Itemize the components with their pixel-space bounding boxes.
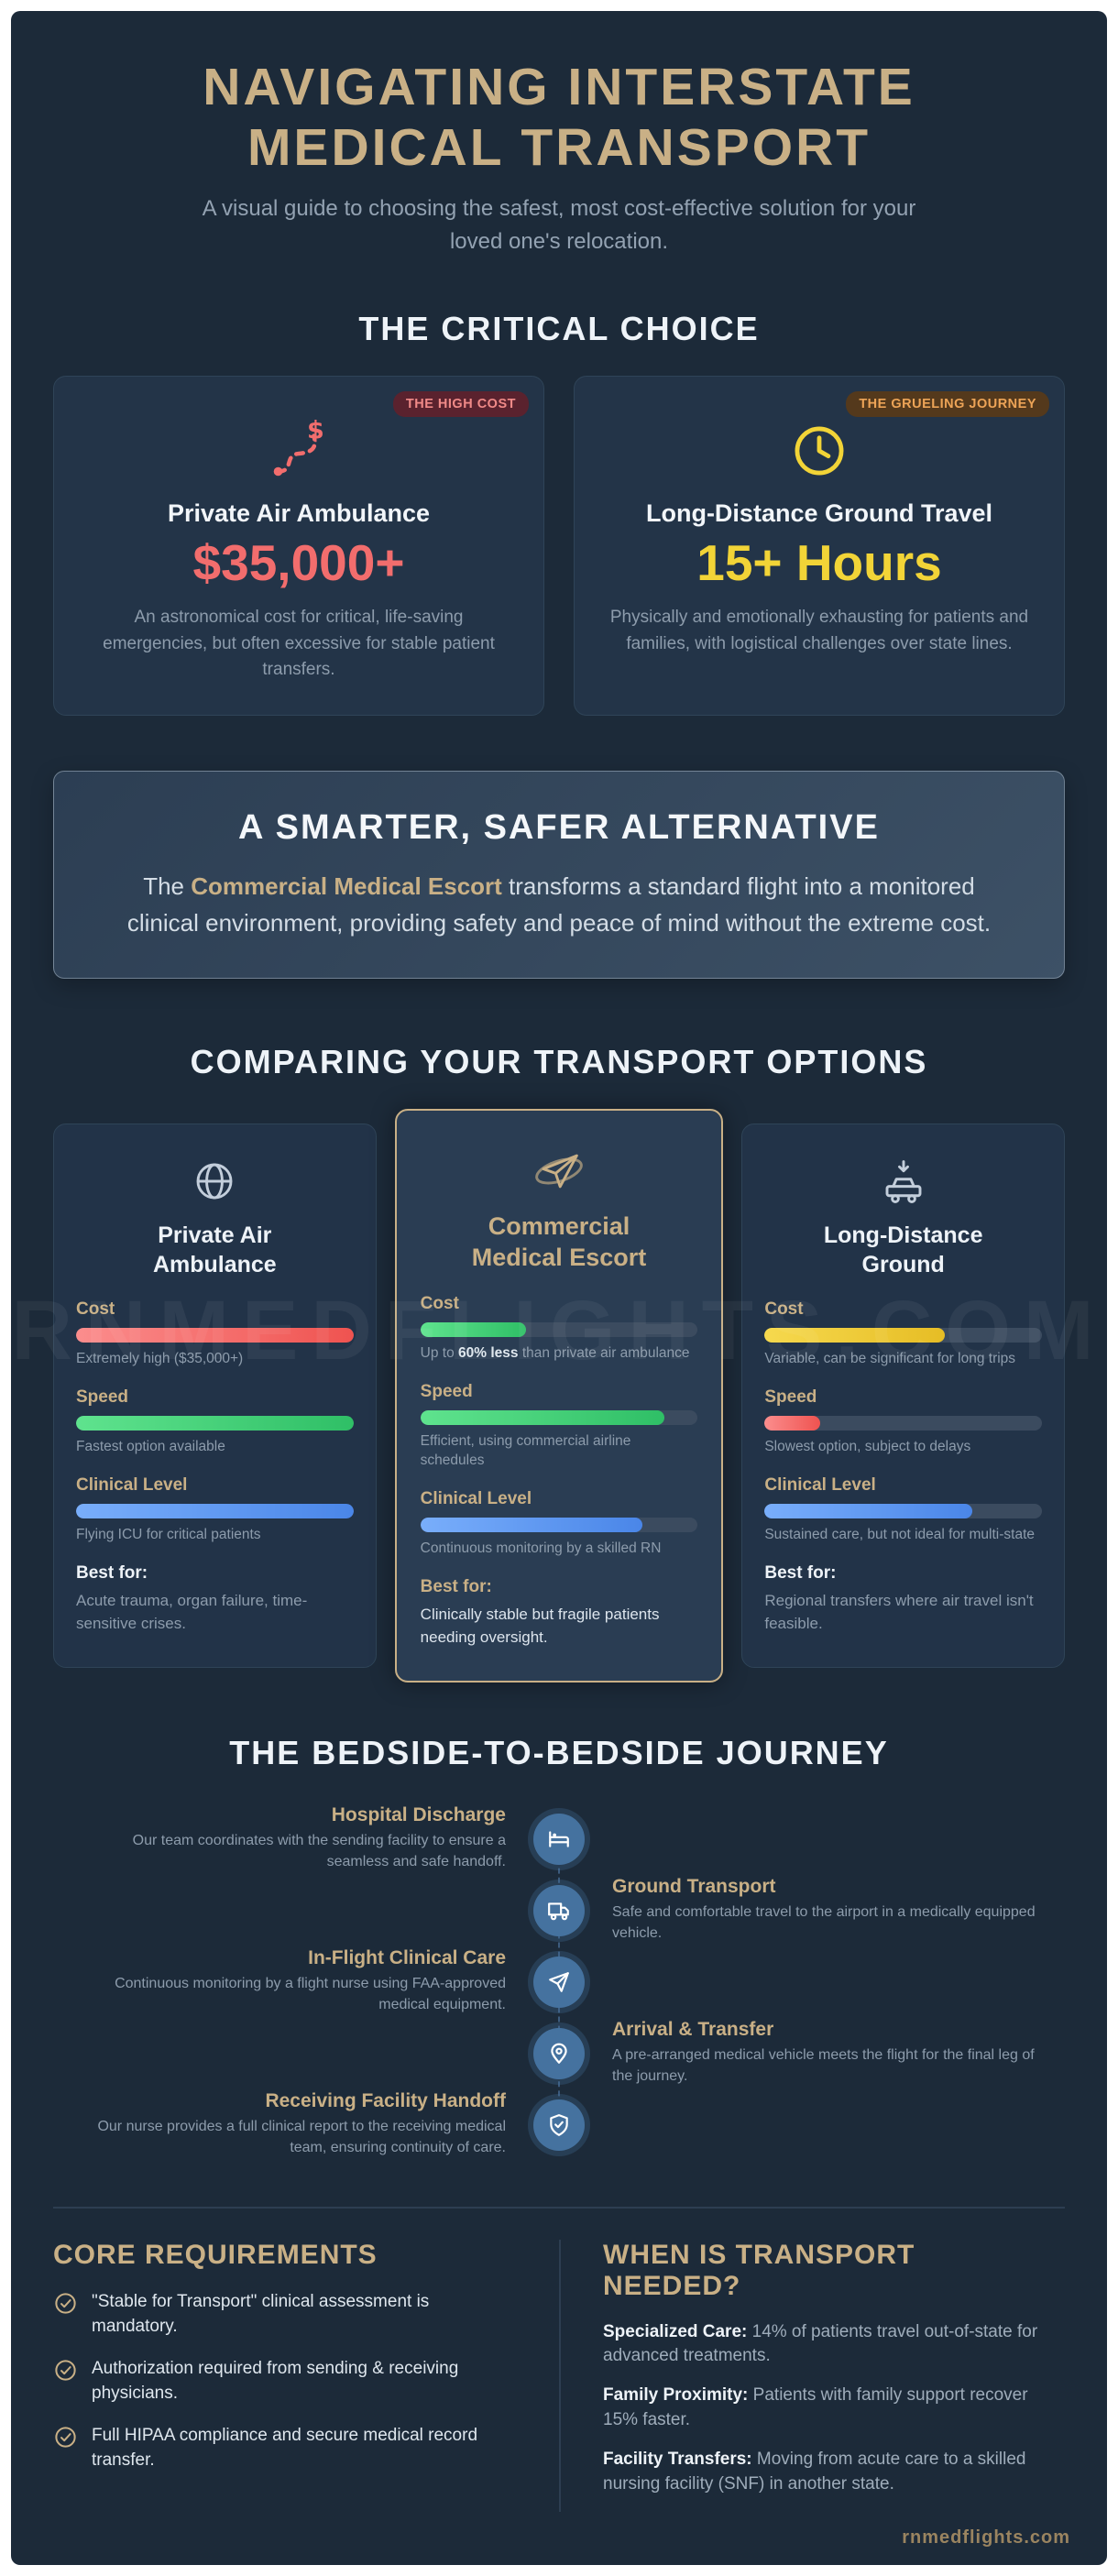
- when-needed-heading: WHEN IS TRANSPORT NEEDED?: [603, 2239, 915, 2301]
- critical-choice-heading: THE CRITICAL CHOICE: [358, 310, 760, 348]
- clinical-bar: [76, 1503, 354, 1518]
- core-requirements: CORE REQUIREMENTS "Stable for Transport"…: [53, 2240, 559, 2513]
- card-description: An astronomical cost for critical, life-…: [103, 608, 495, 680]
- escort-plane-icon: [421, 1142, 698, 1200]
- metric-clinical: Clinical Level Continuous monitoring by …: [420, 1489, 698, 1559]
- alternative-heading: A SMARTER, SAFER ALTERNATIVE: [238, 807, 880, 847]
- when-needed-item: Specialized Care: 14% of patients travel…: [603, 2321, 1038, 2366]
- step-description: Continuous monitoring by a flight nurse …: [115, 1976, 506, 2012]
- metric-clinical: Clinical Level Flying ICU for critical p…: [76, 1475, 354, 1545]
- cost-bar: [420, 1321, 698, 1337]
- journey-heading: THE BEDSIDE-TO-BEDSIDE JOURNEY: [229, 1733, 889, 1771]
- svg-text:$: $: [307, 418, 324, 445]
- pin-icon: [533, 2027, 585, 2079]
- dollar-route-icon: $: [82, 415, 516, 487]
- alternative-callout: A SMARTER, SAFER ALTERNATIVE The Commerc…: [53, 770, 1065, 980]
- bed-icon: [533, 1813, 585, 1865]
- card-title: Private Air Ambulance: [167, 499, 431, 528]
- best-for-label: Best for:: [764, 1562, 837, 1583]
- metric-clinical: Clinical Level Sustained care, but not i…: [764, 1475, 1043, 1545]
- globe-icon: [76, 1152, 354, 1211]
- clinical-bar: [420, 1517, 698, 1532]
- comparison-card-ground: Long-Distance Ground Cost Variable, can …: [741, 1124, 1066, 1668]
- comparison-section: COMPARING YOUR TRANSPORT OPTIONS RNMEDFL…: [11, 1043, 1107, 1683]
- check-circle-icon: [53, 2291, 78, 2316]
- comparison-card-title: Long-Distance Ground: [823, 1222, 983, 1277]
- air-ambulance-cost-value: $35,000+: [192, 534, 405, 592]
- step-title: Receiving Facility Handoff: [265, 2090, 506, 2112]
- requirement-item: "Stable for Transport" clinical assessme…: [53, 2289, 517, 2340]
- high-cost-badge: THE HIGH COST: [392, 391, 529, 418]
- metric-speed: Speed Efficient, using commercial airlin…: [420, 1382, 698, 1471]
- comparison-card-title: Private Air Ambulance: [152, 1222, 277, 1277]
- comparison-heading: COMPARING YOUR TRANSPORT OPTIONS: [190, 1043, 928, 1081]
- best-for-label: Best for:: [76, 1562, 148, 1583]
- clock-icon: [602, 415, 1036, 487]
- page-title: NAVIGATING INTERSTATE MEDICAL TRANSPORT: [11, 57, 1107, 178]
- journey-step-arrival-transfer: Arrival & Transfer A pre-arranged medica…: [53, 2018, 1065, 2089]
- best-for-label: Best for:: [420, 1576, 492, 1596]
- title-line-1: NAVIGATING INTERSTATE: [203, 58, 915, 116]
- speed-bar: [764, 1415, 1043, 1431]
- card-title: Long-Distance Ground Travel: [645, 499, 993, 528]
- speed-bar: [420, 1409, 698, 1425]
- journey-step-inflight-care: In-Flight Clinical Care Continuous monit…: [53, 1946, 1065, 2018]
- car-arrival-icon: [764, 1152, 1042, 1211]
- cost-bar: [764, 1327, 1043, 1343]
- header: NAVIGATING INTERSTATE MEDICAL TRANSPORT …: [11, 11, 1107, 258]
- private-air-cost-card: THE HIGH COST $ Private Air Ambulance $3…: [53, 376, 544, 716]
- journey-step-receiving-handoff: Receiving Facility Handoff Our nurse pro…: [53, 2089, 1065, 2161]
- requirement-item: Full HIPAA compliance and secure medical…: [53, 2423, 517, 2473]
- step-description: A pre-arranged medical vehicle meets the…: [612, 2047, 1035, 2084]
- metric-speed: Speed Fastest option available: [76, 1387, 354, 1457]
- speed-bar: [76, 1415, 354, 1431]
- journey-step-ground-transport: Ground Transport Safe and comfortable tr…: [53, 1875, 1065, 1946]
- shield-check-icon: [533, 2099, 585, 2151]
- comparison-cards: Private Air Ambulance Cost Extremely hig…: [53, 1109, 1066, 1683]
- metric-cost: Cost Extremely high ($35,000+): [76, 1299, 354, 1369]
- requirement-item: Authorization required from sending & re…: [53, 2356, 517, 2406]
- critical-choice-cards: THE HIGH COST $ Private Air Ambulance $3…: [53, 376, 1065, 716]
- clinical-bar: [764, 1503, 1043, 1518]
- check-circle-icon: [53, 2425, 78, 2450]
- step-title: Ground Transport: [612, 1876, 776, 1898]
- ground-travel-card: THE GRUELING JOURNEY Long-Distance Groun…: [574, 376, 1065, 716]
- site-watermark: rnmedflights.com: [902, 2527, 1070, 2548]
- metric-speed: Speed Slowest option, subject to delays: [764, 1387, 1043, 1457]
- journey-timeline: Hospital Discharge Our team coordinates …: [53, 1798, 1065, 2166]
- ground-travel-hours-value: 15+ Hours: [696, 534, 942, 592]
- cost-bar: [76, 1327, 354, 1343]
- step-description: Safe and comfortable travel to the airpo…: [612, 1904, 1036, 1941]
- title-line-2: MEDICAL TRANSPORT: [247, 118, 871, 178]
- metric-cost: Cost Variable, can be significant for lo…: [764, 1299, 1043, 1369]
- comparison-card-title: Commercial Medical Escort: [471, 1212, 647, 1272]
- step-description: Our team coordinates with the sending fa…: [132, 1833, 506, 1869]
- vehicle-icon: [533, 1884, 585, 1936]
- bottom-section: CORE REQUIREMENTS "Stable for Transport"…: [53, 2206, 1065, 2513]
- best-for-text: Regional transfers where air travel isn'…: [764, 1591, 1034, 1633]
- journey-step-hospital-discharge: Hospital Discharge Our team coordinates …: [53, 1803, 1065, 1875]
- when-needed-item: Family Proximity: Patients with family s…: [603, 2385, 1028, 2430]
- step-title: Arrival & Transfer: [612, 2019, 774, 2041]
- metric-cost: Cost Up to 60% less than private air amb…: [420, 1294, 698, 1364]
- alternative-body: The Commercial Medical Escort transforms…: [126, 871, 992, 937]
- comparison-card-private-air: Private Air Ambulance Cost Extremely hig…: [53, 1124, 377, 1668]
- plane-icon: [533, 1956, 585, 2008]
- core-requirements-heading: CORE REQUIREMENTS: [53, 2239, 378, 2270]
- page-subtitle: A visual guide to choosing the safest, m…: [202, 196, 916, 255]
- infographic-board: NAVIGATING INTERSTATE MEDICAL TRANSPORT …: [11, 11, 1107, 2565]
- step-title: In-Flight Clinical Care: [308, 1947, 506, 1969]
- step-title: Hospital Discharge: [331, 1804, 506, 1826]
- when-needed: WHEN IS TRANSPORT NEEDED? Specialized Ca…: [559, 2239, 1065, 2513]
- alternative-highlight: Commercial Medical Escort: [191, 871, 502, 900]
- when-needed-item: Facility Transfers: Moving from acute ca…: [603, 2450, 1026, 2494]
- check-circle-icon: [53, 2358, 78, 2383]
- best-for-text: Acute trauma, organ failure, time-sensit…: [76, 1591, 308, 1633]
- best-for-text: Clinically stable but fragile patients n…: [420, 1605, 660, 1647]
- card-description: Physically and emotionally exhausting fo…: [609, 608, 1029, 653]
- comparison-card-medical-escort: Commercial Medical Escort Cost Up to 60%…: [394, 1109, 724, 1683]
- step-description: Our nurse provides a full clinical repor…: [97, 2119, 506, 2155]
- grueling-journey-badge: THE GRUELING JOURNEY: [846, 391, 1049, 418]
